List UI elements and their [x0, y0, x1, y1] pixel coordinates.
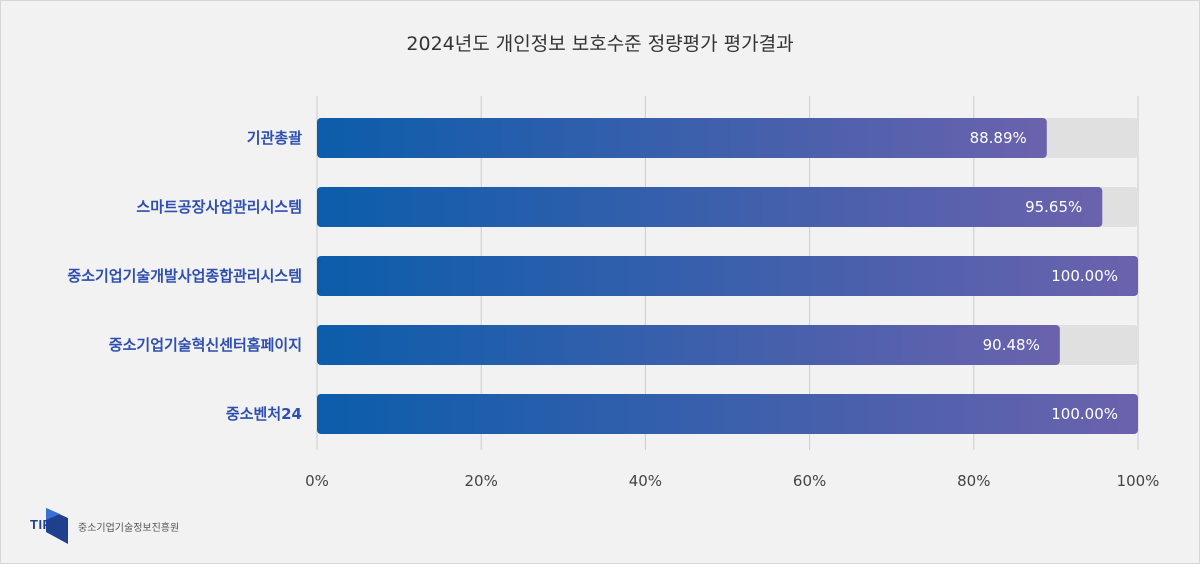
- category-label: 기관총괄: [247, 129, 302, 147]
- chart-title: 2024년도 개인정보 보호수준 정량평가 평가결과: [406, 33, 793, 55]
- category-label: 중소기업기술혁신센터홈페이지: [109, 336, 302, 354]
- bar-value-label: 88.89%: [970, 129, 1027, 147]
- category-label: 중소벤처24: [226, 405, 302, 423]
- x-tick-label: 40%: [629, 472, 662, 490]
- bar-value-label: 90.48%: [983, 336, 1040, 354]
- bar: [317, 394, 1138, 434]
- x-tick-label: 100%: [1117, 472, 1160, 490]
- bar: [317, 187, 1103, 227]
- logo-mark: TIPA: [30, 508, 70, 544]
- bar: [317, 325, 1060, 365]
- category-label: 스마트공장사업관리시스템: [136, 198, 302, 216]
- bar-value-label: 100.00%: [1051, 267, 1118, 285]
- bar-value-label: 100.00%: [1051, 405, 1118, 423]
- x-tick-label: 0%: [305, 472, 329, 490]
- tipa-logo: TIPA 중소기업기술정보진흥원: [30, 508, 179, 544]
- category-label: 중소기업기술개발사업종합관리시스템: [67, 267, 302, 285]
- x-tick-label: 60%: [793, 472, 826, 490]
- bar: [317, 256, 1138, 296]
- bars: 88.89% 95.65% 100.00% 90.48% 100.00%: [317, 118, 1138, 434]
- x-tick-label: 20%: [465, 472, 498, 490]
- category-labels: 기관총괄스마트공장사업관리시스템중소기업기술개발사업종합관리시스템중소기업기술혁…: [67, 129, 302, 423]
- logo-text: TIPA: [30, 517, 61, 532]
- logo-shape-icon: [46, 508, 68, 544]
- bar-value-label: 95.65%: [1025, 198, 1082, 216]
- x-tick-label: 80%: [957, 472, 990, 490]
- logo-org-name: 중소기업기술정보진흥원: [78, 522, 180, 534]
- x-tick-labels: 0% 20% 40% 60% 80% 100%: [305, 472, 1159, 490]
- bar: [317, 118, 1047, 158]
